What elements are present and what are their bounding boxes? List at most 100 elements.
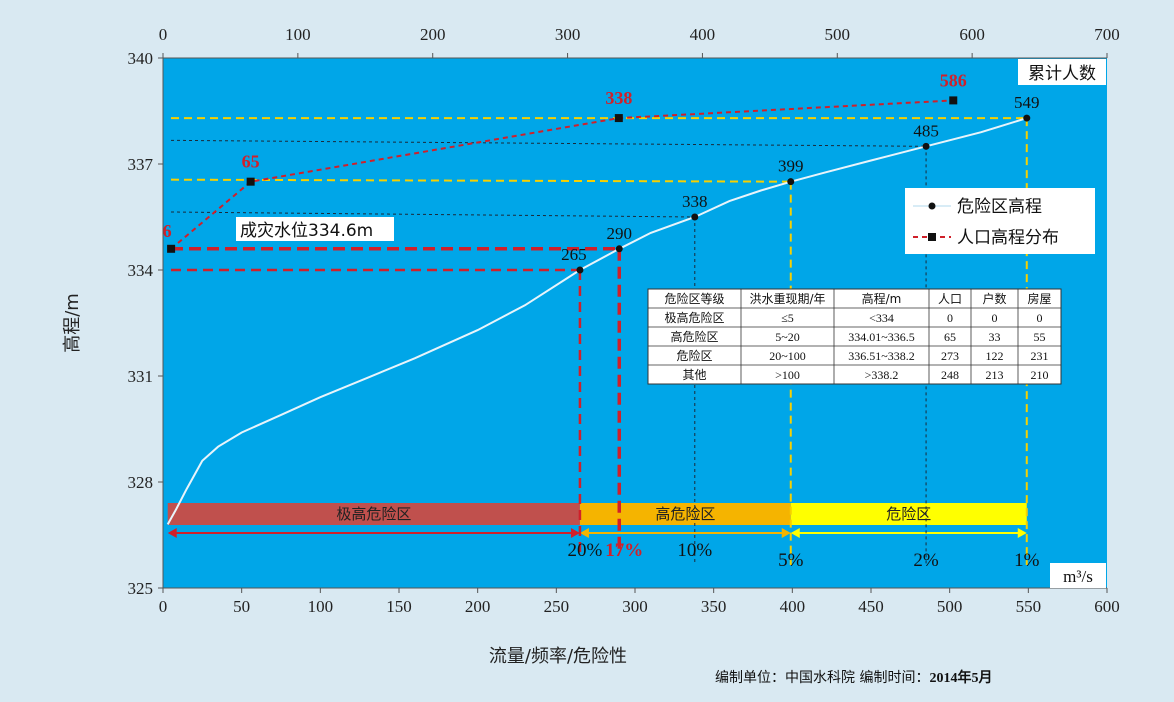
legend-label: 危险区高程 [957,197,1042,217]
table-cell: >338.2 [865,368,899,382]
population-point [614,114,623,123]
x2-tick-label: 600 [959,25,985,44]
x2-tick-label: 300 [555,25,581,44]
x-tick-label: 150 [386,597,412,616]
elevation-point [1023,114,1031,122]
table-header-cell: 房屋 [1027,291,1051,306]
elevation-point [691,213,699,221]
population-point [949,96,958,105]
table-cell: 65 [944,330,956,344]
x-unit-box: m³/s [1050,563,1106,588]
footer-credit: 编制单位：中国水科院 编制时间：2014年5月 [715,669,992,686]
legend-marker-population [928,233,936,241]
flood-level-box: 成灾水位334.6m [236,217,394,241]
y-tick-label: 340 [128,49,154,68]
y-axis-title: 高程/m [62,293,83,353]
y-tick-label: 337 [128,155,154,174]
legend-marker-elevation [928,202,936,210]
population-point [246,177,255,186]
x2-tick-label: 500 [825,25,851,44]
x-unit-label: m³/s [1063,567,1093,586]
zone-bar [167,503,580,525]
x2-tick-label: 400 [690,25,716,44]
zone-label: 极高危险区 [336,505,411,523]
y2-label-box: 累计人数 [1018,59,1106,85]
x2-tick-label: 0 [159,25,168,44]
table-cell: 213 [986,368,1004,382]
zone-arrow-head-right [570,528,580,538]
elevation-point-label: 399 [778,157,804,176]
x-tick-label: 350 [701,597,727,616]
table-cell: 248 [941,368,959,382]
x-tick-label: 50 [233,597,250,616]
series-elevation-line [166,117,1028,525]
frequency-label: 10% [677,540,712,561]
table-cell: 0 [947,311,953,325]
zone-arrow-head-left [790,528,800,538]
x2-tick-label: 100 [285,25,311,44]
footer-unit-label: 编制单位： [715,670,785,686]
table-cell: 55 [1034,330,1046,344]
legend-label: 人口高程分布 [957,228,1059,248]
footer-time-value: 2014年5月 [929,669,992,686]
zone-arrow-head-left [579,528,589,538]
table-header-cell: 洪水重现期/年 [749,292,825,306]
table-cell: >100 [775,368,800,382]
elevation-point [615,245,623,253]
table-cell: 极高危险区 [664,310,724,325]
table-header-cell: 高程/m [862,291,902,306]
population-point-label: 586 [940,70,967,90]
table-cell: 273 [941,349,959,363]
frequency-label: 5% [778,550,804,571]
x-axis-title: 流量/频率/危险性 [489,646,627,667]
x-tick-label: 550 [1016,597,1042,616]
table-cell: 122 [986,349,1004,363]
table-cell: 20~100 [769,349,806,363]
population-point-label: 6 [163,221,172,241]
footer-time-label: 编制时间： [855,670,929,686]
x-tick-label: 100 [308,597,334,616]
y-tick-label: 328 [128,473,154,492]
zone-bar [790,503,1027,525]
elevation-point [922,142,930,150]
flood-frequency-label: 17% [605,540,643,561]
elevation-point-label: 290 [607,224,633,243]
y-tick-label: 334 [128,261,154,280]
data-table [647,288,1062,385]
population-point-label: 338 [605,88,632,108]
zone-arrow-head-left [167,528,177,538]
table-cell: 336.51~338.2 [848,349,915,363]
y-tick-label: 331 [128,367,154,386]
table-cell: 210 [1031,368,1049,382]
x-tick-label: 0 [159,597,168,616]
elevation-point-label: 485 [913,121,939,140]
elevation-point-label: 265 [561,245,587,264]
zone-label: 高危险区 [655,505,715,523]
table-cell: 其他 [682,368,706,382]
zone-bar [579,503,791,525]
x-tick-label: 200 [465,597,491,616]
elevation-point [576,266,584,274]
table-cell: 334.01~336.5 [848,330,915,344]
frequency-label: 2% [913,550,939,571]
frequency-label: 20% [568,540,603,561]
table-cell: ≤5 [781,311,794,325]
elevation-point-label: 549 [1014,93,1040,112]
y2-label: 累计人数 [1028,64,1096,84]
zone-label: 危险区 [886,505,931,523]
x-tick-label: 250 [544,597,570,616]
table-cell: 0 [1037,311,1043,325]
table-cell: 高危险区 [670,329,718,344]
series-population-line [170,99,954,250]
x-tick-label: 600 [1094,597,1120,616]
frequency-label: 1% [1014,550,1040,571]
table-cell: <334 [869,311,894,325]
table-header-cell: 人口 [938,292,962,306]
x-tick-label: 500 [937,597,963,616]
y-tick-label: 325 [128,579,154,598]
zone-arrow-head-right [1017,528,1027,538]
population-point [167,244,176,253]
table-cell: 5~20 [775,330,800,344]
